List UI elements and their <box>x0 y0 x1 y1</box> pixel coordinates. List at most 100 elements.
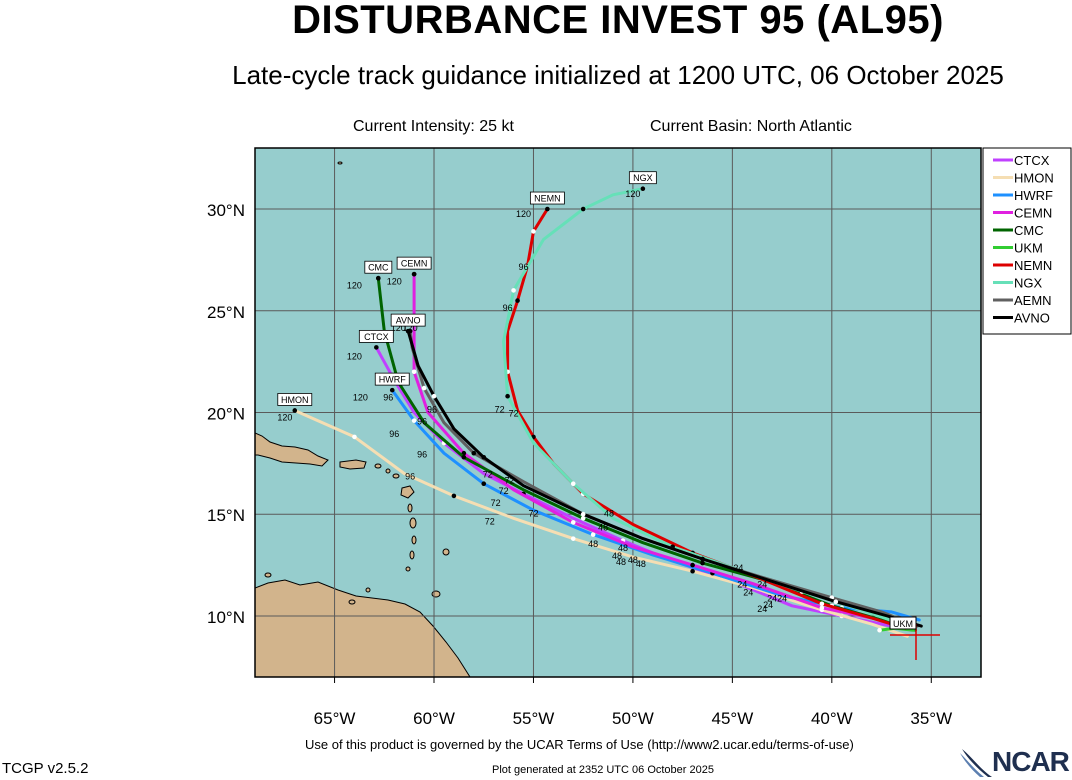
track-point <box>690 562 695 568</box>
track-point <box>877 627 882 633</box>
track-hwrf <box>390 388 921 622</box>
forecast-hour-label: 120 <box>347 352 362 362</box>
lat-tick-label: 30°N <box>207 201 245 220</box>
longitude-tick-labels: 65°W 60°W 55°W 50°W 45°W 40°W 35°W <box>314 677 952 728</box>
lat-tick-label: 20°N <box>207 405 245 424</box>
grid-lines <box>255 148 981 677</box>
latitude-tick-labels: 10°N 15°N 20°N 25°N 30°N <box>207 201 245 627</box>
forecast-hour-label: 48 <box>604 508 614 518</box>
end-label-hmon: HMON <box>281 395 309 405</box>
version-label: TCGP v2.5.2 <box>2 760 89 777</box>
legend-label-nemn: NEMN <box>1014 258 1052 273</box>
forecast-hour-label: 72 <box>485 516 495 526</box>
track-point <box>481 481 487 487</box>
forecast-hour-label: 120 <box>403 323 418 333</box>
forecast-hour-label: 96 <box>389 429 399 439</box>
forecast-hour-label: 48 <box>588 539 598 549</box>
lon-tick-label: 50°W <box>612 709 654 728</box>
chart-subtitle: Late-cycle track guidance initialized at… <box>232 60 1004 90</box>
end-label-cmc: CMC <box>368 263 389 273</box>
forecast-hour-label: 72 <box>509 409 519 419</box>
land-greater-antilles <box>255 432 329 467</box>
legend-label-cmc: CMC <box>1014 223 1044 238</box>
track-nemn <box>506 207 907 630</box>
track-point <box>580 516 586 521</box>
lat-tick-label: 25°N <box>207 303 245 322</box>
track-point <box>411 369 417 375</box>
forecast-hour-label: 24 <box>743 588 753 598</box>
plot-frame <box>254 147 982 678</box>
lat-tick-label: 10°N <box>207 608 245 627</box>
track-point <box>690 568 695 574</box>
current-intensity: Current Intensity: 25 kt <box>353 118 514 135</box>
model-end-labels: CTCX HMON HWRF CEMN CMC NEMN NGX AVNO <box>277 171 657 413</box>
forecast-hour-label: 96 <box>417 449 427 459</box>
storm-label: UKM <box>893 619 913 629</box>
end-label-nemn: NEMN <box>534 194 561 204</box>
forecast-hour-label: 120 <box>347 280 362 290</box>
track-point <box>833 599 839 605</box>
forecast-hour-label: 48 <box>618 543 628 553</box>
track-point <box>461 454 467 460</box>
track-point <box>461 450 467 456</box>
forecast-hour-label: 120 <box>387 276 402 286</box>
forecast-hour-label: 72 <box>491 498 501 508</box>
end-label-avno: AVNO <box>396 316 421 326</box>
forecast-hour-label: 96 <box>503 303 513 313</box>
legend-label-hwrf: HWRF <box>1014 188 1053 203</box>
terms-of-use: Use of this product is governed by the U… <box>305 737 854 752</box>
forecast-hour-label: 48 <box>616 557 626 567</box>
forecast-hour-label: 72 <box>495 405 505 415</box>
current-basin: Current Basin: North Atlantic <box>650 118 852 135</box>
forecast-hour-label: 72 <box>499 486 509 496</box>
land-puerto-rico <box>339 459 367 470</box>
forecast-hour-label: 48 <box>612 551 622 561</box>
forecast-hour-label: 72 <box>528 508 538 518</box>
forecast-hour-label: 48 <box>598 523 608 533</box>
forecast-hour-label: 24 <box>737 579 747 589</box>
forecast-hour-label: 24 <box>757 604 767 614</box>
chart-title: DISTURBANCE INVEST 95 (AL95) <box>292 0 944 42</box>
lon-tick-label: 60°W <box>413 709 455 728</box>
lat-tick-label: 15°N <box>207 506 245 525</box>
legend-label-ngx: NGX <box>1014 276 1043 291</box>
lon-tick-label: 65°W <box>314 709 356 728</box>
track-point <box>570 536 576 541</box>
track-point <box>471 450 477 456</box>
track-hmon <box>293 409 909 638</box>
legend-label-ukm: UKM <box>1014 241 1043 256</box>
legend-label-cemn: CEMN <box>1014 206 1052 221</box>
track-point <box>515 298 520 303</box>
track-point <box>590 532 596 537</box>
forecast-hour-label: 96 <box>417 417 427 427</box>
track-point <box>531 229 536 234</box>
forecast-hour-label: 96 <box>383 392 393 402</box>
lon-tick-label: 55°W <box>513 709 555 728</box>
track-point <box>411 418 417 423</box>
track-point <box>451 493 457 499</box>
lon-tick-label: 45°W <box>711 709 753 728</box>
legend-label-aemn: AEMN <box>1014 293 1052 308</box>
model-tracks <box>293 186 923 638</box>
legend: CTCX HMON HWRF CEMN CMC UKM NEMN NGX AEMN AVNO <box>993 153 1054 326</box>
forecast-hour-label: 24 <box>777 594 787 604</box>
land-south-america <box>255 579 471 677</box>
forecast-hour-label: 120 <box>353 392 368 402</box>
track-point <box>580 206 586 212</box>
forecast-hour-label: 24 <box>733 563 743 573</box>
forecast-hour-label: 120 <box>516 209 531 219</box>
forecast-hour-label: 120 <box>277 413 292 423</box>
track-point <box>700 560 705 566</box>
end-label-ctcx: CTCX <box>364 332 389 342</box>
track-point <box>819 601 825 607</box>
ncar-logo-icon <box>960 749 992 777</box>
forecast-hour-label: 48 <box>636 559 646 569</box>
lon-tick-label: 40°W <box>811 709 853 728</box>
track-point <box>580 511 586 517</box>
plot-generated: Plot generated at 2352 UTC 06 October 20… <box>492 764 714 776</box>
forecast-hour-label: 96 <box>427 405 437 415</box>
storm-current-position: UKM <box>889 616 940 660</box>
track-point <box>570 520 576 525</box>
